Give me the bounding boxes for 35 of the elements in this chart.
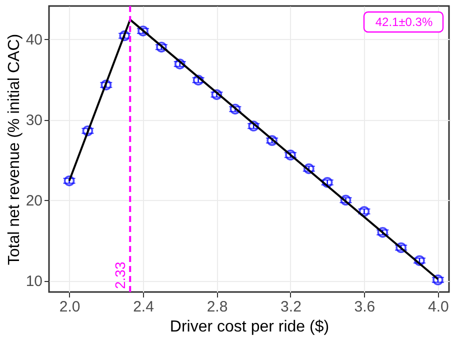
point [248,120,259,132]
point [304,163,314,174]
point [64,175,75,186]
point [100,80,112,90]
point [119,30,130,42]
point [358,206,370,217]
y-axis-title: Total net revenue (% initial CAC) [6,34,23,266]
point [414,255,425,266]
x-tick-label: 4.0 [428,298,449,316]
point [192,74,204,86]
y-tick-label: 10 [26,273,42,290]
point [174,58,186,70]
point [230,104,241,114]
point [266,135,278,146]
x-tick-label: 2.8 [206,298,228,316]
x-tick-label: 3.2 [280,298,302,316]
y-tick-label: 20 [26,192,42,210]
x-axis-title: Driver cost per ride ($) [170,318,330,336]
ref-line-label: 2.33 [112,262,128,289]
point [322,177,333,188]
point [211,89,222,100]
x-tick-label: 2.0 [59,298,80,316]
annotation: 42.1±0.3% [375,15,433,29]
x-tick-label: 2.4 [133,298,154,316]
point [285,150,296,160]
y-tick-label: 30 [26,112,42,130]
x-tick-label: 3.6 [354,298,376,316]
point [138,26,148,36]
point [377,227,388,238]
y-tick-label: 40 [26,32,42,49]
point [396,242,406,254]
point [156,42,167,52]
point [82,126,94,136]
point [340,194,352,206]
point [432,274,444,286]
